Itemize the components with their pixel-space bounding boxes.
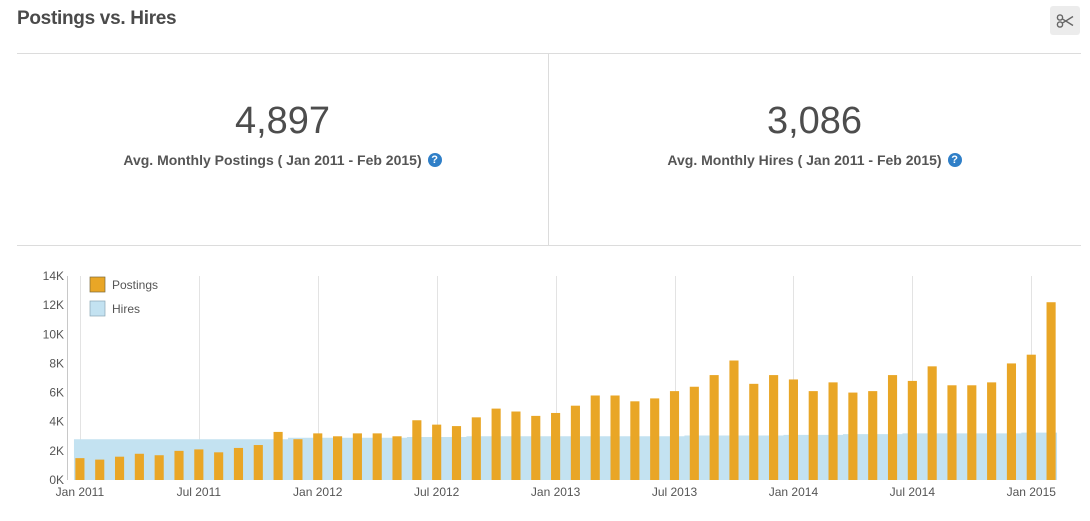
postings-bar	[650, 398, 660, 480]
y-tick-label: 10K	[43, 327, 64, 341]
y-tick-label: 0K	[49, 473, 64, 487]
postings-bar	[630, 401, 640, 480]
postings-bar	[868, 391, 878, 480]
x-tick-label: Jul 2014	[890, 485, 936, 499]
postings-bar	[491, 408, 501, 480]
postings-bar	[194, 449, 204, 480]
postings-bar	[75, 458, 85, 480]
postings-bar	[273, 431, 283, 480]
stat-postings-label-wrap: Avg. Monthly Postings ( Jan 2011 - Feb 2…	[123, 152, 442, 168]
stat-postings-value: 4,897	[234, 100, 331, 142]
postings-bar	[808, 391, 818, 480]
postings-bar	[689, 386, 699, 480]
y-tick-label: 8K	[49, 356, 64, 370]
postings-bar	[352, 433, 362, 480]
postings-bar	[769, 375, 779, 480]
postings-bar	[432, 424, 442, 480]
postings-bar	[967, 385, 977, 480]
postings-bar	[451, 426, 462, 480]
stat-postings: 4,897 Avg. Monthly Postings ( Jan 2011 -…	[17, 100, 548, 170]
postings-bar	[551, 412, 561, 480]
header-divider	[17, 53, 1081, 54]
postings-bar	[749, 383, 759, 480]
x-tick-label: Jul 2011	[177, 485, 222, 499]
legend-swatch-postings	[89, 276, 106, 293]
page-title: Postings vs. Hires	[17, 8, 177, 29]
y-tick-label: 12K	[43, 298, 64, 312]
scissors-button[interactable]	[1050, 6, 1080, 35]
postings-bar	[848, 392, 858, 480]
postings-bar	[333, 436, 343, 480]
postings-bar	[788, 379, 798, 480]
scissors-icon	[1056, 13, 1074, 28]
postings-bar	[154, 455, 164, 480]
help-icon[interactable]: ?	[427, 153, 442, 167]
stat-hires-label: Avg. Monthly Hires ( Jan 2011 - Feb 2015…	[667, 152, 942, 168]
legend-swatch-hires	[89, 300, 106, 317]
postings-bar	[1026, 354, 1036, 480]
postings-bar	[392, 436, 402, 480]
x-tick-label: Jan 2015	[1007, 485, 1057, 499]
stats-bottom-divider	[17, 245, 1081, 246]
postings-bar	[887, 375, 898, 480]
postings-bar	[1006, 363, 1017, 480]
postings-bar	[1046, 302, 1056, 480]
postings-bar	[412, 420, 422, 480]
postings-bar	[927, 366, 937, 480]
postings-bar	[531, 415, 541, 480]
stat-hires: 3,086 Avg. Monthly Hires ( Jan 2011 - Fe…	[549, 100, 1080, 170]
x-tick-label: Jan 2012	[293, 485, 343, 499]
y-tick-label: 14K	[43, 269, 64, 283]
stat-hires-value: 3,086	[766, 100, 863, 142]
x-tick-label: Jan 2014	[769, 485, 819, 499]
postings-bar	[907, 380, 917, 480]
postings-bar	[114, 456, 125, 480]
help-icon[interactable]: ?	[947, 153, 962, 167]
postings-bar	[134, 453, 144, 480]
postings-bar	[570, 405, 580, 480]
postings-bar	[253, 445, 263, 480]
y-tick-label: 6K	[49, 386, 64, 400]
postings-bar	[669, 391, 680, 480]
postings-bar	[233, 447, 244, 480]
postings-bar	[174, 450, 184, 480]
postings-bar	[828, 382, 838, 480]
postings-bar	[214, 452, 224, 480]
postings-bar	[709, 375, 719, 480]
y-tick-label: 4K	[49, 415, 64, 429]
postings-bar	[293, 439, 303, 480]
x-tick-label: Jan 2011	[56, 485, 105, 499]
postings-bar	[95, 459, 105, 480]
y-tick-label: 2K	[49, 444, 64, 458]
x-tick-label: Jan 2013	[531, 485, 581, 499]
legend-label-hires: Hires	[112, 302, 140, 316]
postings-bar	[313, 433, 323, 480]
postings-bar	[372, 433, 382, 480]
x-tick-label: Jul 2012	[414, 485, 460, 499]
postings-bar	[471, 417, 481, 480]
postings-bar	[987, 382, 997, 480]
stat-postings-label: Avg. Monthly Postings ( Jan 2011 - Feb 2…	[123, 152, 422, 168]
postings-bar	[610, 395, 620, 480]
postings-bar	[729, 360, 739, 480]
postings-hires-chart: 0K 2K 4K 6K 8K 10K 12K 14K Jan 2011 Jul 2011 Jan 2…	[43, 269, 1058, 499]
postings-bar	[590, 395, 600, 480]
postings-bar	[947, 385, 957, 480]
legend-label-postings: Postings	[112, 278, 158, 292]
stats-divider	[548, 54, 549, 245]
x-tick-label: Jul 2013	[652, 485, 698, 499]
postings-bar	[511, 411, 521, 480]
stat-hires-label-wrap: Avg. Monthly Hires ( Jan 2011 - Feb 2015…	[667, 152, 962, 168]
